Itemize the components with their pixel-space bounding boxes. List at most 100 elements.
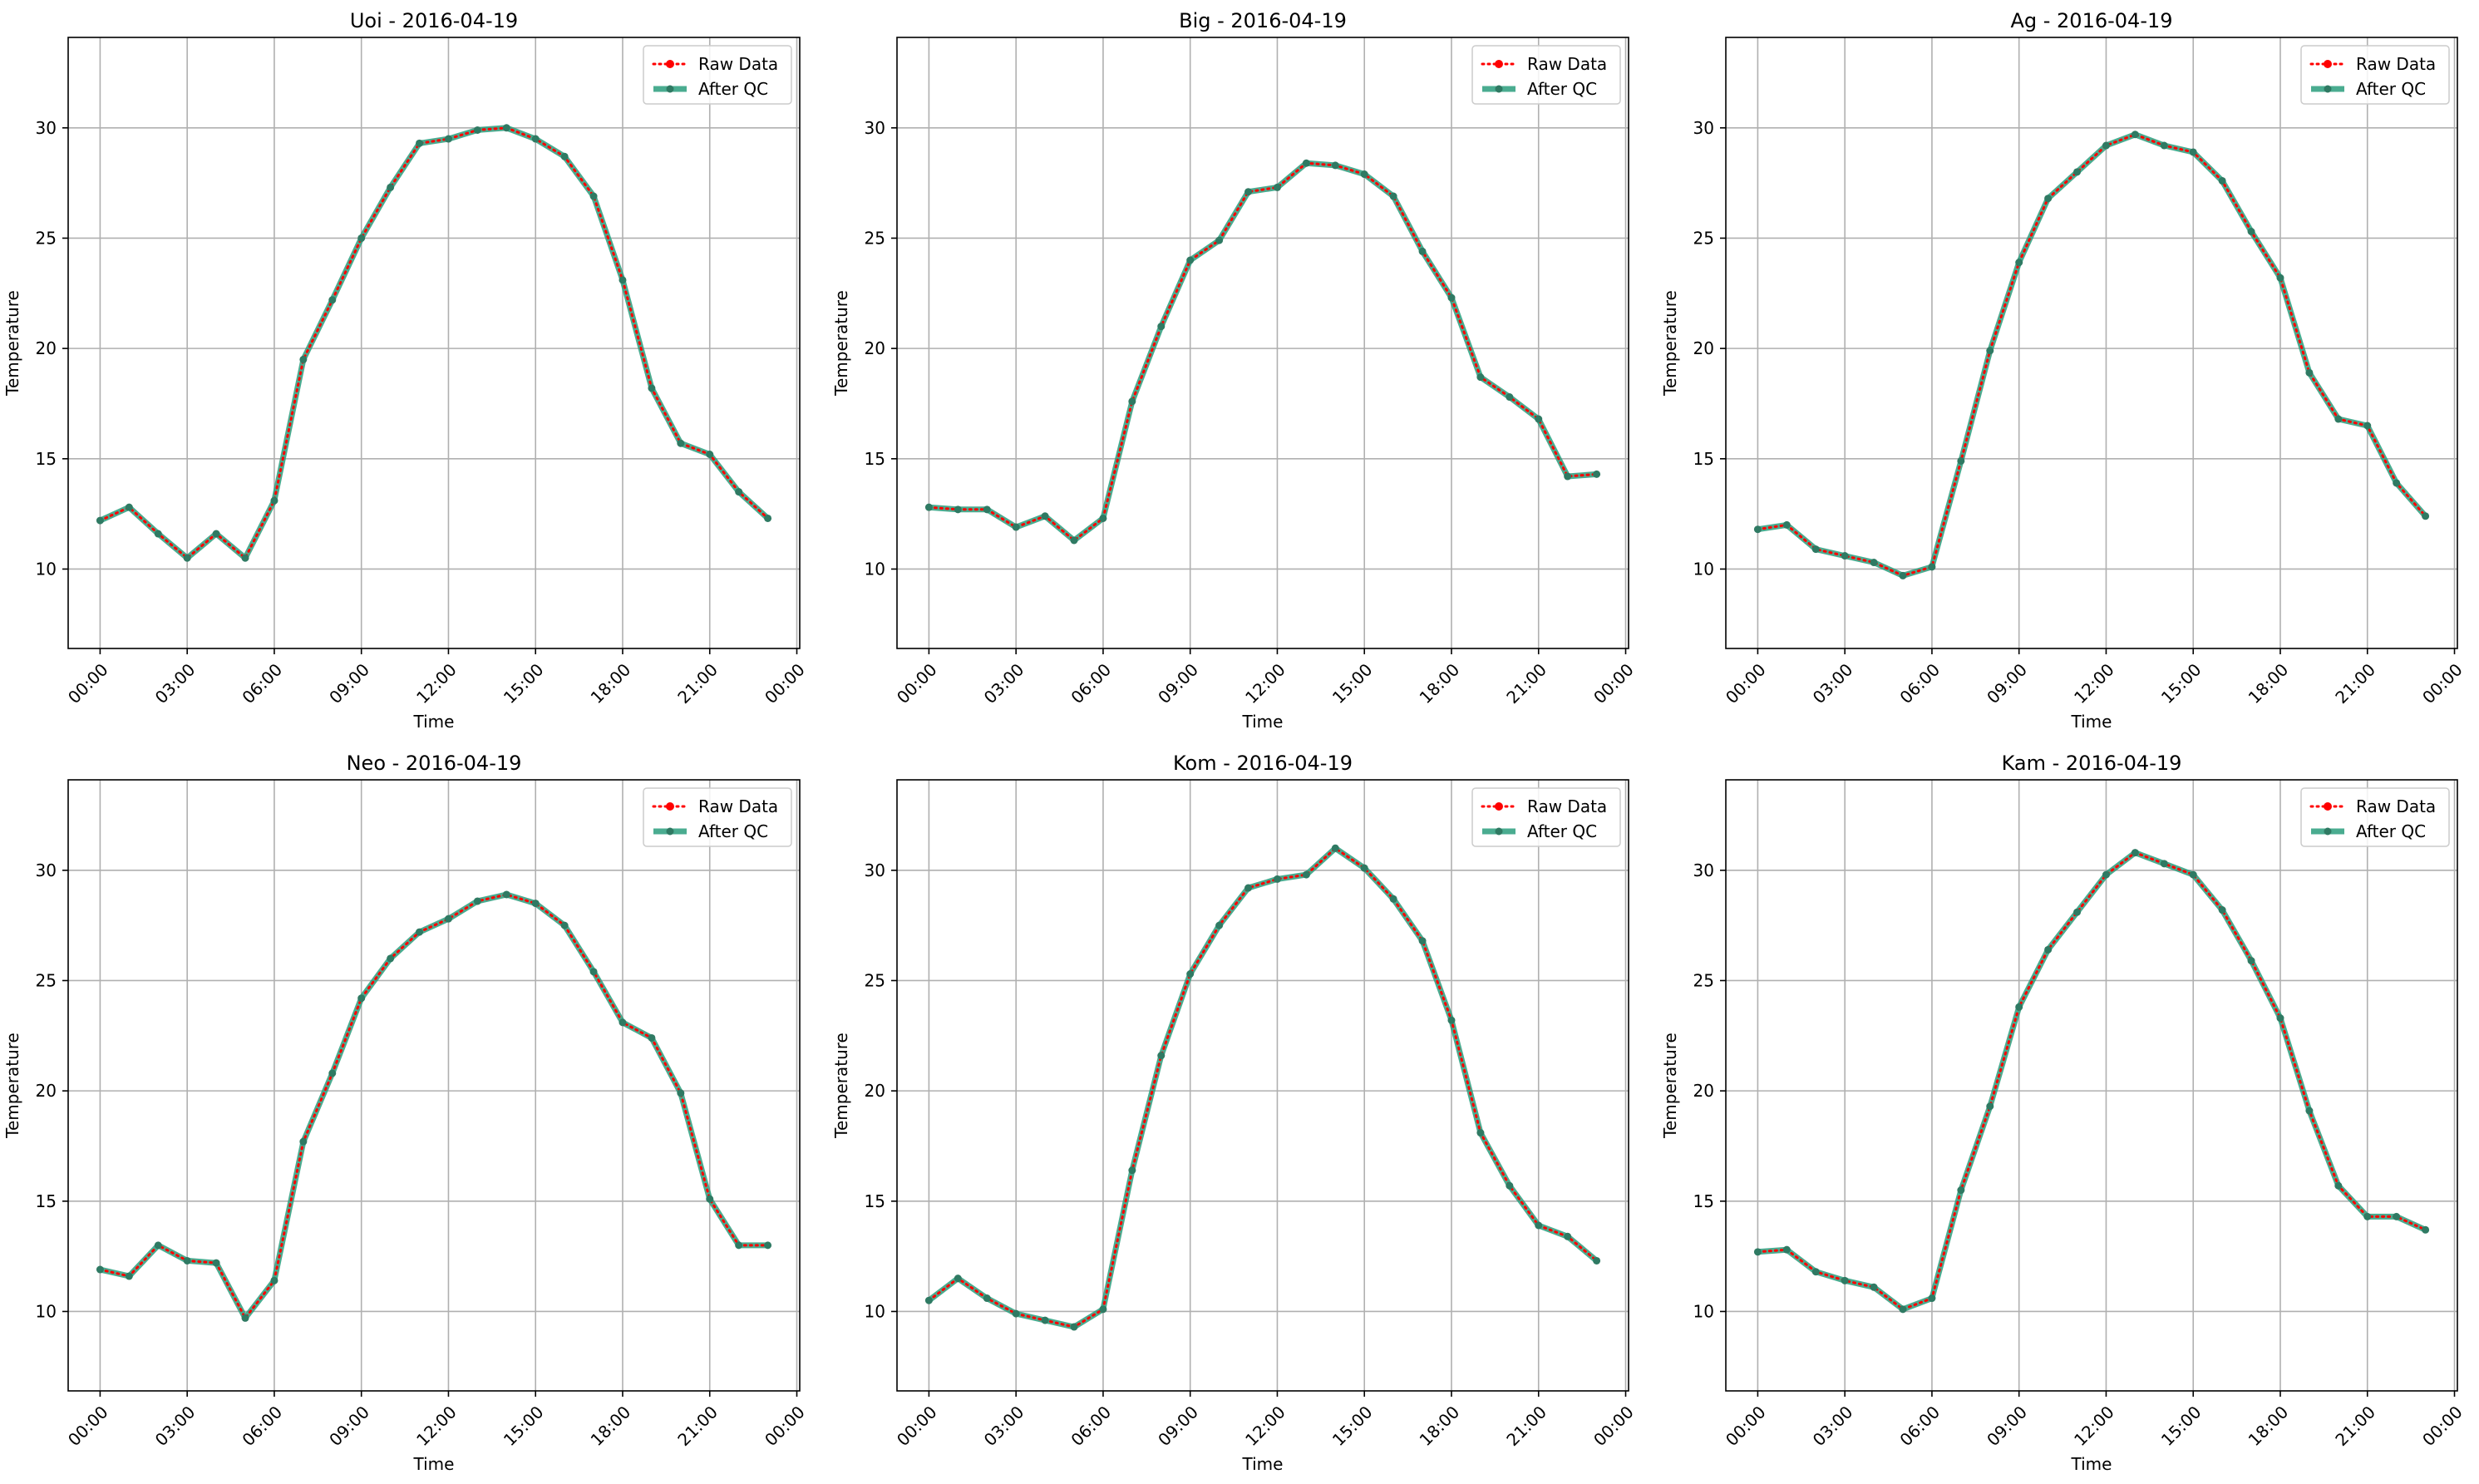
legend-marker-after-qc bbox=[666, 85, 674, 93]
legend-marker-raw-data bbox=[2324, 802, 2332, 811]
data-point-after-qc bbox=[924, 1296, 933, 1304]
plot-frame bbox=[67, 779, 801, 1392]
chart-panel-2: 10 15 20 25 30 00:00 03:00 06:00 09:00 12:00 15:00… bbox=[831, 9, 1638, 732]
y-tick-label: 10 bbox=[1693, 1301, 1714, 1321]
data-point-after-qc bbox=[954, 505, 962, 514]
y-axis-label: Temperature bbox=[831, 1033, 851, 1139]
data-point-after-qc bbox=[1186, 970, 1195, 979]
data-point-after-qc bbox=[1012, 523, 1020, 531]
y-tick-label: 20 bbox=[1693, 1081, 1714, 1101]
x-axis-label: Time bbox=[1242, 1454, 1284, 1474]
series-line-raw-data bbox=[1756, 133, 2427, 577]
data-point-after-qc bbox=[2393, 1212, 2401, 1220]
x-tick-label: 09:00 bbox=[325, 659, 373, 707]
data-point-after-qc bbox=[1302, 159, 1310, 167]
data-point-after-qc bbox=[183, 554, 191, 562]
x-tick-label: 21:00 bbox=[673, 1402, 722, 1450]
data-point-after-qc bbox=[1870, 559, 1878, 567]
x-tick-label: 00:00 bbox=[1589, 659, 1638, 707]
data-point-after-qc bbox=[706, 1195, 714, 1203]
y-axis-label: Temperature bbox=[831, 290, 851, 397]
data-point-after-qc bbox=[387, 954, 395, 963]
x-tick-label: 12:00 bbox=[412, 659, 461, 707]
data-point-after-qc bbox=[1041, 1316, 1049, 1324]
data-point-after-qc bbox=[2334, 415, 2343, 423]
legend-marker-raw-data bbox=[666, 802, 674, 811]
x-axis-label: Time bbox=[2071, 1454, 2112, 1474]
data-point-after-qc bbox=[1957, 456, 1965, 465]
x-tick-label: 15:00 bbox=[1328, 1402, 1377, 1450]
x-tick-label: 00:00 bbox=[64, 1402, 112, 1450]
data-point-after-qc bbox=[1841, 552, 1849, 560]
data-point-after-qc bbox=[270, 1276, 278, 1284]
legend-label-after-qc: After QC bbox=[1527, 79, 1597, 99]
data-point-after-qc bbox=[1535, 1221, 1543, 1230]
data-point-after-qc bbox=[2131, 131, 2139, 139]
data-point-after-qc bbox=[954, 1274, 962, 1283]
data-point-after-qc bbox=[1753, 525, 1762, 534]
legend-marker-raw-data bbox=[2324, 60, 2332, 68]
data-point-after-qc bbox=[1186, 256, 1195, 264]
x-tick-label: 12:00 bbox=[1241, 1402, 1289, 1450]
chart-panel-4: 10 15 20 25 30 00:00 03:00 06:00 09:00 12:00 15:00… bbox=[2, 752, 809, 1474]
chart-title: Kam - 2016-04-19 bbox=[2002, 752, 2182, 775]
x-tick-label: 21:00 bbox=[2331, 1402, 2379, 1450]
data-point-after-qc bbox=[1418, 247, 1427, 255]
data-point-after-qc bbox=[270, 496, 278, 505]
data-point-after-qc bbox=[1957, 1186, 1965, 1195]
data-point-after-qc bbox=[2160, 860, 2168, 868]
x-tick-label: 12:00 bbox=[2070, 1402, 2118, 1450]
data-point-after-qc bbox=[1244, 188, 1253, 196]
x-tick-label: 09:00 bbox=[325, 1402, 373, 1450]
data-point-after-qc bbox=[1273, 183, 1281, 191]
data-point-after-qc bbox=[1360, 864, 1368, 872]
data-point-after-qc bbox=[241, 554, 249, 562]
data-point-after-qc bbox=[2334, 1181, 2343, 1190]
data-point-after-qc bbox=[212, 530, 220, 538]
x-tick-label: 03:00 bbox=[1809, 1402, 1857, 1450]
x-tick-label: 21:00 bbox=[1502, 659, 1550, 707]
data-point-after-qc bbox=[2015, 259, 2023, 267]
legend-label-after-qc: After QC bbox=[698, 821, 768, 841]
data-point-after-qc bbox=[2073, 908, 2082, 916]
data-point-after-qc bbox=[2189, 148, 2197, 156]
data-point-after-qc bbox=[2363, 422, 2372, 430]
x-tick-label: 21:00 bbox=[1502, 1402, 1550, 1450]
y-tick-label: 30 bbox=[865, 118, 885, 138]
data-point-after-qc bbox=[2276, 274, 2284, 282]
data-point-after-qc bbox=[96, 1265, 104, 1274]
y-tick-label: 25 bbox=[36, 970, 57, 990]
x-tick-label: 00:00 bbox=[2418, 1402, 2467, 1450]
data-point-after-qc bbox=[444, 915, 452, 923]
x-tick-label: 09:00 bbox=[1983, 1402, 2031, 1450]
data-point-after-qc bbox=[2363, 1212, 2372, 1220]
x-tick-label: 00:00 bbox=[1589, 1402, 1638, 1450]
data-point-after-qc bbox=[241, 1314, 249, 1322]
data-point-after-qc bbox=[473, 126, 481, 134]
y-tick-label: 15 bbox=[865, 1191, 885, 1211]
legend: Raw Data After QC bbox=[1471, 45, 1621, 105]
y-tick-label: 30 bbox=[36, 860, 57, 880]
data-point-after-qc bbox=[328, 296, 337, 304]
data-point-after-qc bbox=[764, 1241, 772, 1250]
series-line-after-qc bbox=[1757, 131, 2428, 579]
data-point-after-qc bbox=[924, 503, 933, 511]
legend: Raw Data After QC bbox=[2300, 45, 2450, 105]
series-line-after-qc bbox=[99, 891, 768, 1321]
data-point-after-qc bbox=[648, 384, 656, 392]
x-axis-label: Time bbox=[413, 1454, 455, 1474]
data-point-after-qc bbox=[560, 921, 569, 929]
data-point-after-qc bbox=[96, 516, 104, 525]
data-point-after-qc bbox=[735, 1241, 743, 1250]
data-point-after-qc bbox=[619, 1018, 627, 1027]
y-tick-label: 25 bbox=[1693, 228, 1714, 248]
x-tick-label: 03:00 bbox=[980, 659, 1028, 707]
data-point-after-qc bbox=[1928, 563, 1936, 571]
data-point-after-qc bbox=[1564, 472, 1572, 481]
data-point-after-qc bbox=[1128, 397, 1136, 406]
legend-label-raw-data: Raw Data bbox=[698, 796, 778, 816]
x-tick-label: 00:00 bbox=[1722, 659, 1770, 707]
legend: Raw Data After QC bbox=[643, 45, 792, 105]
data-point-after-qc bbox=[2044, 195, 2053, 203]
data-point-after-qc bbox=[1389, 192, 1397, 200]
